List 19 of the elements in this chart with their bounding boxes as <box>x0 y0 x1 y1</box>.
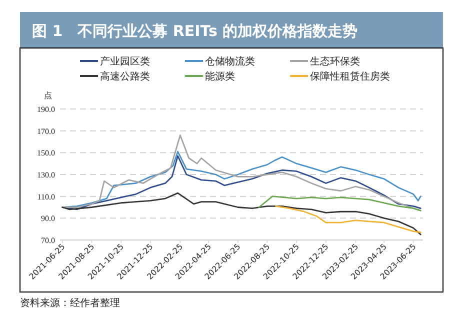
legend-label: 生态环保类 <box>310 56 360 68</box>
y-tick-label: 70.0 <box>41 236 55 245</box>
legend-label: 能源类 <box>205 70 235 82</box>
chart-title: 图 1 不同行业公募 REITs 的加权价格指数走势 <box>32 22 358 40</box>
y-tick-label: 130.0 <box>37 170 55 180</box>
legend-label: 仓储物流类 <box>205 56 255 68</box>
line-series <box>62 192 422 236</box>
y-tick-label: 190.0 <box>37 105 55 114</box>
y-tick-label: 150.0 <box>37 148 55 158</box>
text: 资料来源：经作者整理 <box>20 297 120 309</box>
line-series <box>258 196 422 212</box>
y-tick-label: 170.0 <box>37 126 55 136</box>
legend-label: 产业园区类 <box>100 56 150 68</box>
legend-label: 高速公路类 <box>100 70 150 82</box>
y-tick-label: 110.0 <box>37 192 55 202</box>
y-tick-label: 90.0 <box>41 214 55 224</box>
legend-label: 保障性租赁住房类 <box>310 70 390 82</box>
line-series <box>275 205 422 234</box>
y-axis-title: 点 <box>44 91 52 100</box>
